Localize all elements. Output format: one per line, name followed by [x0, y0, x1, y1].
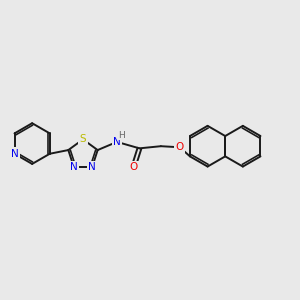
Text: N: N — [70, 162, 78, 172]
Text: O: O — [176, 142, 184, 152]
Text: O: O — [129, 162, 138, 172]
Text: N: N — [11, 149, 18, 159]
Text: N: N — [113, 137, 121, 147]
Text: N: N — [88, 162, 96, 172]
Text: S: S — [80, 134, 86, 144]
Text: H: H — [118, 131, 125, 140]
